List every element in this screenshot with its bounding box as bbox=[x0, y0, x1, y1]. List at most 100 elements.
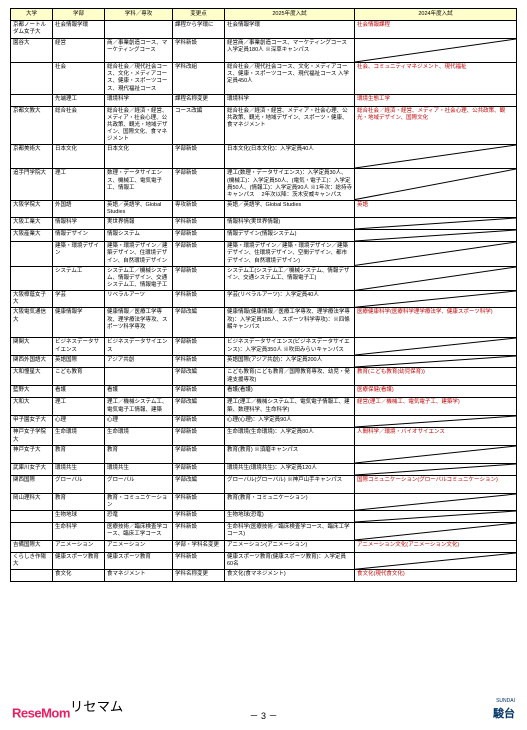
cell: こども教育(こども教育／国際教育専攻、幼児・発達支援専攻) bbox=[225, 368, 355, 386]
cell bbox=[355, 445, 517, 463]
cell: 食文化(現代食文化) bbox=[355, 570, 517, 582]
table-row: 大阪電気通信大健康情報学健康情報／医療工学専攻、理学療法学専攻、スポーツ科学専攻… bbox=[11, 308, 517, 338]
table-row: 吉備国際大アニメーションアニメーション学部・学科名変更アニメーション(アニメーシ… bbox=[11, 540, 517, 552]
cell: 健康スポーツ教育 bbox=[105, 552, 173, 569]
cell: 学科改組 bbox=[173, 63, 225, 95]
cell: 学科新設 bbox=[173, 218, 225, 230]
table-row: 甲子園女子大心理心理学部新設心理(心理)：入学定員90人 bbox=[11, 416, 517, 428]
cell bbox=[11, 570, 53, 582]
table-row: 大阪学院大外国語英語／英語学、Global Studies専攻新設英語／英語学、… bbox=[11, 200, 517, 217]
col-header: 変更点 bbox=[173, 9, 225, 21]
cell: 関関大 bbox=[11, 338, 53, 356]
cell bbox=[355, 242, 517, 266]
cell: 食文化 bbox=[53, 570, 105, 582]
cell: 情報デザイン bbox=[53, 230, 105, 242]
cell: 国際コミュニケーション(グローバルコミュニケーション) bbox=[355, 475, 517, 493]
cell: 日本文化 bbox=[105, 145, 173, 169]
table-row: 先端理工環境科学課程名称変更環境科学環境生態工学 bbox=[11, 94, 517, 106]
cell: 課程から学環に bbox=[173, 21, 225, 39]
cell: システム工 bbox=[53, 266, 105, 290]
table-row: 京都美術大日本文化日本文化学部新設日本文化(日本文化)：入学定員40人 bbox=[11, 145, 517, 169]
cell: 数理・データサイエンス、機械工、電気電子工、情報工 bbox=[105, 169, 173, 201]
cell: 英語国際 bbox=[53, 356, 105, 368]
cell: 学科新設 bbox=[173, 291, 225, 308]
cell: 園谷大 bbox=[11, 39, 53, 63]
cell: 情報科学 bbox=[53, 218, 105, 230]
cell bbox=[11, 522, 53, 540]
cell: 学部新設 bbox=[173, 386, 225, 398]
cell: 恐竜 bbox=[105, 510, 173, 522]
cell: 心理(心理)：入学定員90人 bbox=[225, 416, 355, 428]
cell: 商／事業創造コース、マーケティングコース bbox=[105, 39, 173, 63]
cell: 医療健康科学(医療科学理学療法学、健康スポーツ科学) bbox=[355, 308, 517, 338]
table-row: 生命科学医療技術／臨床検査学コース、臨床工学コース学科新設生命科学(医療技術／臨… bbox=[11, 522, 517, 540]
table-row: 京都文教大総合社会総合社会／経済・経営、メディア・社会心理、公共政策、観光・地域… bbox=[11, 106, 517, 145]
cell: 経営商／事業創造コース、マーケティングコース 入学定員180人 ※深草キャンパス bbox=[225, 39, 355, 63]
table-row: 大阪工業大情報科学実世界情報学科新設情報科学(実世界情報) bbox=[11, 218, 517, 230]
cell: 神戸女子大 bbox=[11, 445, 53, 463]
cell: 医療保健(看護) bbox=[355, 386, 517, 398]
cell bbox=[355, 291, 517, 308]
cell: 学芸(リベラルアーツ)：入学定員40人 bbox=[225, 291, 355, 308]
table-row: 武庫川女子大環境共生環境共生学部新設環境共生(環境共生)：入学定員120人 bbox=[11, 463, 517, 475]
cell: 大和大 bbox=[11, 398, 53, 416]
cell: 環境共生(環境共生)：入学定員120人 bbox=[225, 463, 355, 475]
cell: 経営(理工／機械工、電気電子工、建築学) bbox=[355, 398, 517, 416]
cell: 学部新設 bbox=[173, 445, 225, 463]
cell: 日本文化 bbox=[53, 145, 105, 169]
cell: 学科新設 bbox=[173, 39, 225, 63]
sundai-logo: SUNDAI駿台 bbox=[493, 699, 515, 722]
cell bbox=[11, 242, 53, 266]
cell: 建築・環境デザイン／建築デザイン、住環境デザイン、自然環境デザイン bbox=[105, 242, 173, 266]
cell: 健康スポーツ教育(健康スポーツ教育)：入学定員60名 bbox=[225, 552, 355, 569]
cell: 総合社会／経済・経営、メディア・社会心理、公共政策、観光・地域デザイン、国際文化 bbox=[355, 106, 517, 145]
table-row: 関西外国語大英語国際アジア共創学科新設英語国際(アジア共創)：入学定員200人 bbox=[11, 356, 517, 368]
cell: 生命環境 bbox=[105, 428, 173, 445]
cell bbox=[355, 416, 517, 428]
cell: 大阪電気通信大 bbox=[11, 308, 53, 338]
cell: ビジネスデータサイエンス bbox=[53, 338, 105, 356]
cell: コース改編 bbox=[173, 106, 225, 145]
cell: 社会情報学環 bbox=[225, 21, 355, 39]
cell: 大阪産業大 bbox=[11, 230, 53, 242]
cell bbox=[11, 63, 53, 95]
cell bbox=[11, 510, 53, 522]
table-row: 藍野大看護看護学部新設看護(看護)医療保健(看護) bbox=[11, 386, 517, 398]
cell: 教育・コミュニケーション bbox=[105, 493, 173, 510]
cell: グローバル bbox=[105, 475, 173, 493]
cell: 社会情報課程 bbox=[355, 21, 517, 39]
cell: 生命環境(生命環境)：入学定員80人 bbox=[225, 428, 355, 445]
cell: 学部改編 bbox=[173, 398, 225, 416]
cell: 社会 bbox=[53, 63, 105, 95]
cell: アニメーション bbox=[53, 540, 105, 552]
cell: 健康情報／医療工学専攻、理学療法学専攻、スポーツ科学専攻 bbox=[105, 308, 173, 338]
cell: 建築・環境デザイン bbox=[53, 242, 105, 266]
cell: 京都文教大 bbox=[11, 106, 53, 145]
cell bbox=[355, 266, 517, 290]
cell: グローバル bbox=[53, 475, 105, 493]
table-row: 社会総合社会／現代社会コース、文化・メディアコース、健康・スポーツコース、現代福… bbox=[11, 63, 517, 95]
table-row: 関西国際グローバルグローバル学部改編グローバル(グローバル) ※神戸山手キャンパ… bbox=[11, 475, 517, 493]
cell: 日本文化(日本文化)：入学定員40人 bbox=[225, 145, 355, 169]
cell: 経営 bbox=[53, 39, 105, 63]
cell: 看護 bbox=[53, 386, 105, 398]
table-row: システム工システム工／機械システム、情報デザイン、交通システム工、情報電子工学部… bbox=[11, 266, 517, 290]
cell: 食文化(食マネジメント) bbox=[225, 570, 355, 582]
table-row: くらしき作陽大健康スポーツ教育健康スポーツ教育学科新設健康スポーツ教育(健康スポ… bbox=[11, 552, 517, 569]
cell bbox=[355, 169, 517, 201]
table-row: 大和大理工理工／機械システム工、電気電子工情報、建築学部改編理工(理工／機械シス… bbox=[11, 398, 517, 416]
table-row: 園谷大経営商／事業創造コース、マーケティングコース学科新設経営商／事業創造コース… bbox=[11, 39, 517, 63]
cell: 藍野大 bbox=[11, 386, 53, 398]
cell bbox=[355, 230, 517, 242]
cell: 理工(数理・データサイエンス)：入学定員30人、(機械工)：入学定員50人、(電… bbox=[225, 169, 355, 201]
cell: 環境科学 bbox=[105, 94, 173, 106]
cell: 生命科学(医療技術／臨床検査学コース、臨床工学コース) bbox=[225, 522, 355, 540]
cell: 学部新設 bbox=[173, 428, 225, 445]
col-header: 大学 bbox=[11, 9, 53, 21]
cell bbox=[355, 356, 517, 368]
cell: 学部新設 bbox=[173, 266, 225, 290]
cell: 社会、コミュニティマネジメント、現代福祉 bbox=[355, 63, 517, 95]
cell: 学部・学科名変更 bbox=[173, 540, 225, 552]
cell: 社会情報学環 bbox=[53, 21, 105, 39]
comparison-table: 大学学部学科／専攻変更点2025年度入試2024年度入試 京都ノートルダム女子大… bbox=[10, 8, 517, 582]
